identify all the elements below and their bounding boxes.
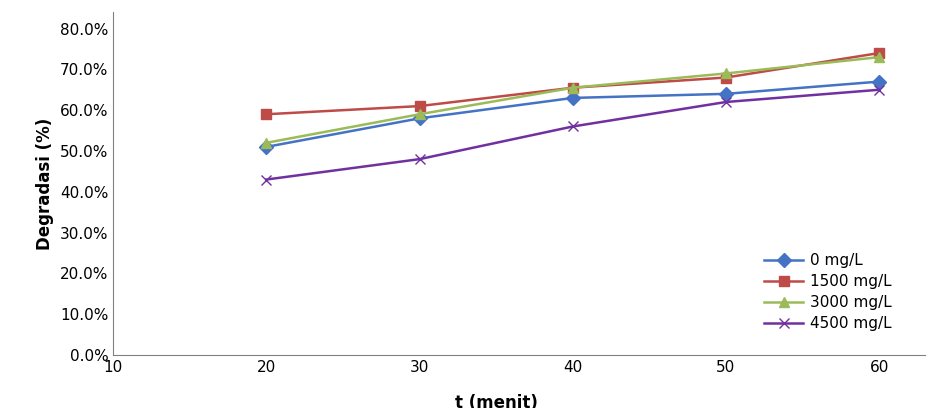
- 4500 mg/L: [261, 177, 272, 182]
- 3000 mg/L: [261, 140, 272, 145]
- Legend: 0 mg/L, 1500 mg/L, 3000 mg/L, 4500 mg/L: 0 mg/L, 1500 mg/L, 3000 mg/L, 4500 mg/L: [755, 244, 902, 340]
- 0 mg/L: [567, 95, 579, 100]
- 3000 mg/L: [873, 55, 885, 60]
- 3000 mg/L: [567, 85, 579, 90]
- Y-axis label: Degradasi (%): Degradasi (%): [37, 118, 55, 250]
- 4500 mg/L: [567, 124, 579, 129]
- 4500 mg/L: [720, 100, 732, 104]
- 4500 mg/L: [873, 87, 885, 92]
- 0 mg/L: [261, 144, 272, 149]
- 0 mg/L: [873, 79, 885, 84]
- 3000 mg/L: [720, 71, 732, 76]
- 4500 mg/L: [414, 157, 426, 162]
- Line: 1500 mg/L: 1500 mg/L: [261, 48, 884, 119]
- 0 mg/L: [414, 116, 426, 121]
- 1500 mg/L: [567, 85, 579, 90]
- Line: 3000 mg/L: 3000 mg/L: [261, 52, 884, 148]
- 3000 mg/L: [414, 112, 426, 117]
- Line: 0 mg/L: 0 mg/L: [261, 77, 884, 152]
- 1500 mg/L: [261, 112, 272, 117]
- Line: 4500 mg/L: 4500 mg/L: [261, 85, 884, 184]
- Text: t (menit): t (menit): [455, 394, 538, 408]
- 1500 mg/L: [720, 75, 732, 80]
- 1500 mg/L: [873, 51, 885, 55]
- 0 mg/L: [720, 91, 732, 96]
- 1500 mg/L: [414, 104, 426, 109]
